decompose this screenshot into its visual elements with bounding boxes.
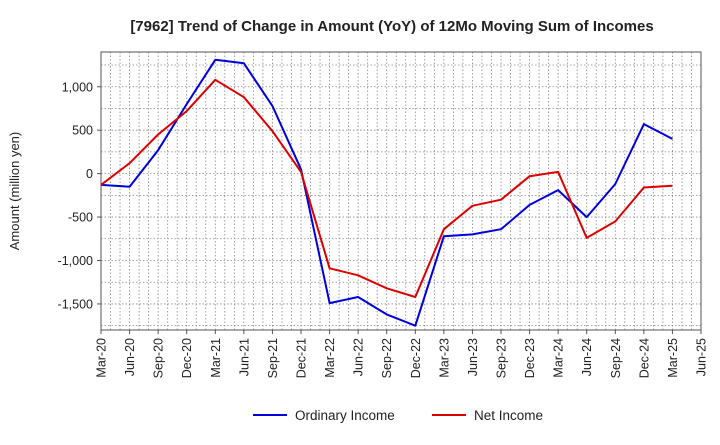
x-tick-label: Sep-24 xyxy=(609,338,623,378)
x-axis-ticks: Mar-20 Jun-20 Sep-20 Dec-20 Mar-21 Jun-21 Sep-… xyxy=(95,330,709,378)
series-line-ordinary-income xyxy=(100,58,673,327)
plot-area xyxy=(101,52,701,330)
y-tick-label: 0 xyxy=(86,167,93,181)
x-tick-label: Dec-24 xyxy=(637,338,651,378)
x-tick-label: Jun-22 xyxy=(352,338,366,376)
y-tick-label: -1,500 xyxy=(58,297,93,311)
x-tick-label: Jun-20 xyxy=(123,338,137,376)
x-tick-label: Mar-24 xyxy=(552,338,566,378)
x-tick-label: Sep-20 xyxy=(152,338,166,378)
y-tick-label: -500 xyxy=(68,211,93,225)
x-tick-label: Dec-22 xyxy=(409,338,423,378)
x-tick-label: Sep-22 xyxy=(380,338,394,378)
y-tick-label: 1,000 xyxy=(62,80,93,94)
legend: Ordinary Income Net Income xyxy=(253,408,543,423)
x-tick-label: Sep-21 xyxy=(266,338,280,378)
legend-label: Ordinary Income xyxy=(295,408,395,423)
x-tick-label: Mar-23 xyxy=(437,338,451,378)
x-tick-label: Dec-23 xyxy=(523,338,537,378)
chart-title: [7962] Trend of Change in Amount (YoY) o… xyxy=(130,18,653,35)
y-axis-title: Amount (million yen) xyxy=(7,132,22,251)
legend-label: Net Income xyxy=(474,408,543,423)
x-tick-label: Dec-21 xyxy=(295,338,309,378)
x-tick-label: Jun-24 xyxy=(580,338,594,376)
x-tick-label: Mar-21 xyxy=(209,338,223,378)
plot-frame xyxy=(100,51,702,331)
y-tick-label: -1,000 xyxy=(58,254,93,268)
y-axis-ticks: -1,500 -1,000 -500 0 500 1,000 xyxy=(58,80,101,311)
y-tick-label: 500 xyxy=(72,124,93,138)
x-tick-label: Jun-23 xyxy=(466,338,480,376)
x-tick-label: Mar-25 xyxy=(666,338,680,378)
series-line-net-income xyxy=(100,78,673,298)
series-layer xyxy=(100,58,673,327)
x-tick-label: Jun-25 xyxy=(695,338,709,376)
x-tick-label: Jun-21 xyxy=(237,338,251,376)
grid-x xyxy=(110,52,692,330)
x-tick-label: Mar-20 xyxy=(95,338,109,378)
x-tick-label: Dec-20 xyxy=(180,338,194,378)
x-tick-label: Mar-22 xyxy=(323,338,337,378)
x-tick-label: Sep-23 xyxy=(495,338,509,378)
